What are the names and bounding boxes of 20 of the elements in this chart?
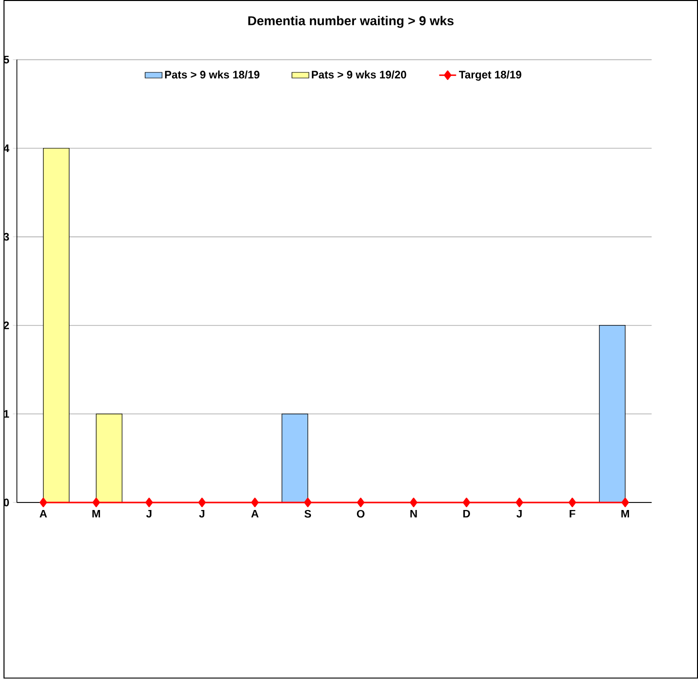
- x-tick-label: N: [410, 510, 417, 518]
- x-tick-label: J: [516, 510, 522, 518]
- x-tick-label: M: [92, 510, 100, 518]
- x-tick-label: F: [570, 510, 576, 518]
- x-tick-label: D: [463, 510, 470, 518]
- x-tick-label: J: [199, 510, 204, 518]
- x-tick-label: M: [621, 510, 630, 518]
- legend-label: Pats > 9 wks 19/20: [312, 70, 406, 79]
- bar: [43, 148, 70, 503]
- bar: [96, 414, 122, 503]
- x-tick-label: A: [40, 510, 47, 518]
- x-tick-label: S: [304, 510, 312, 518]
- legend-label: Pats > 9 wks 18/19: [165, 70, 260, 79]
- x-tick-label: A: [251, 510, 259, 518]
- bar: [599, 325, 626, 503]
- legend-label: Target 18/19: [458, 70, 522, 81]
- chart-title: Dementia number waiting > 9 wks: [248, 16, 454, 28]
- x-tick-label: O: [356, 510, 364, 518]
- x-tick-label: J: [146, 510, 152, 518]
- bar: [282, 414, 308, 503]
